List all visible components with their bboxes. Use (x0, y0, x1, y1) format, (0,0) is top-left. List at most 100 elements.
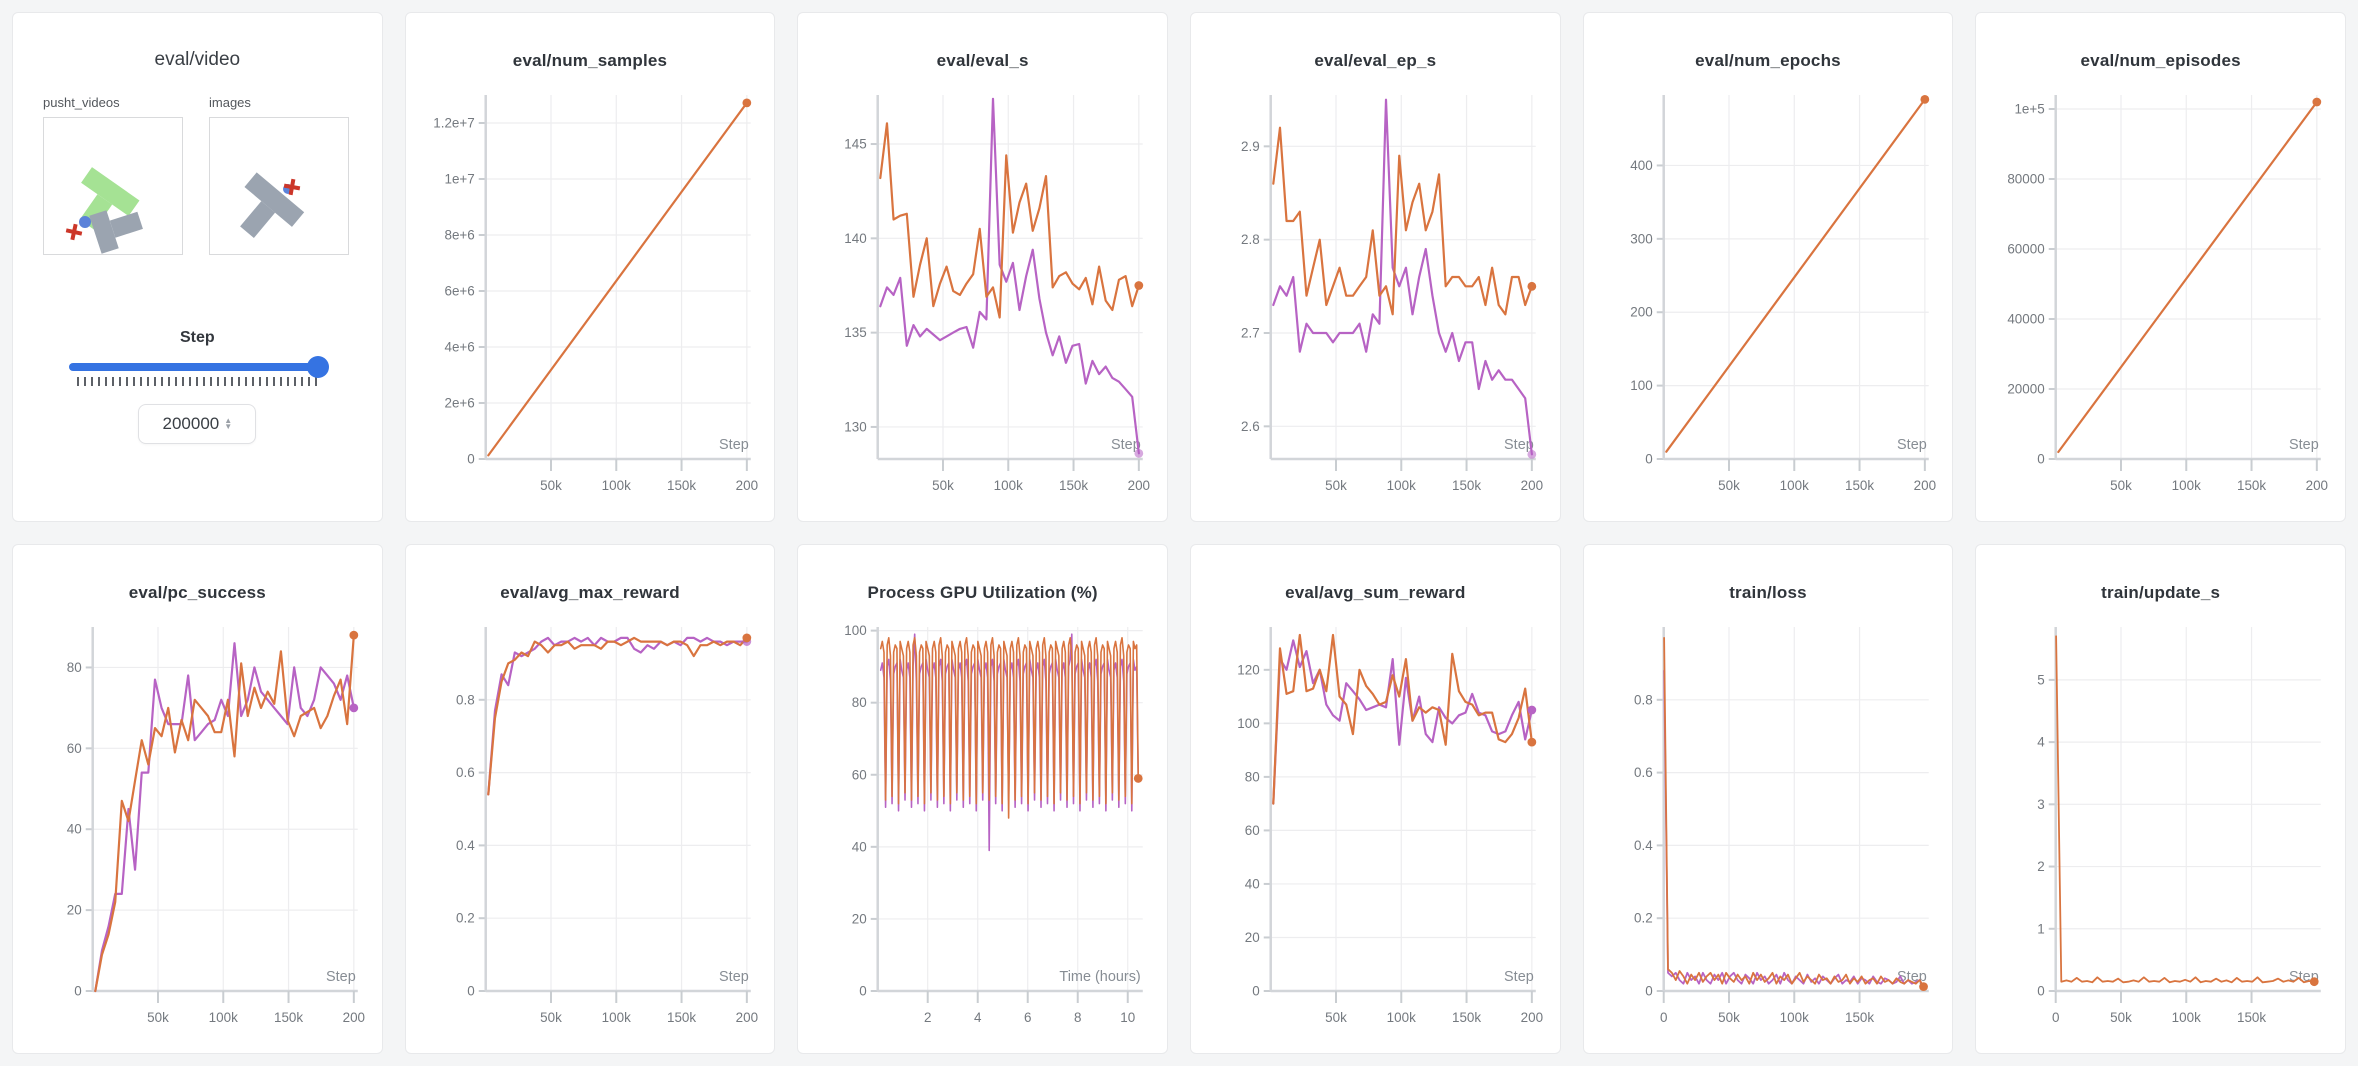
step-slider[interactable] (69, 356, 330, 378)
chart-eval-num-epochs[interactable]: 0 100 200 300 400 50k 100k 150k 200 Step (1584, 87, 1953, 505)
chart-gpu-utilization[interactable]: 0 20 40 60 80 100 2 4 6 8 10 Time (hours) (798, 619, 1167, 1037)
series-end-dot-orange (2310, 977, 2319, 987)
y-tick-label: 1e+7 (444, 171, 474, 186)
images-thumbnail[interactable] (209, 117, 349, 255)
series-line-orange (94, 634, 355, 993)
chart-eval-pc-success[interactable]: 0 20 40 60 80 50k 100k 150k 200 Step (13, 619, 382, 1037)
y-tick-label: 80 (852, 695, 867, 710)
y-tick-label: 0.4 (1634, 838, 1653, 853)
video-panel-title: eval/video (154, 49, 241, 70)
chart-title: eval/avg_max_reward (500, 583, 680, 602)
x-tick-label: 100k (2172, 478, 2201, 493)
y-tick-label: 2.6 (1241, 419, 1260, 434)
y-tick-label: 0 (74, 983, 81, 998)
y-tick-label: 40 (67, 822, 82, 837)
y-tick-label: 40 (1245, 876, 1260, 891)
series-end-dot-orange (1918, 982, 1928, 992)
x-tick-label: 200 (1128, 478, 1150, 493)
thumb-pusht-videos: pusht_videos (43, 95, 183, 255)
series-line-purple (1272, 639, 1533, 805)
step-slider-thumb[interactable] (307, 356, 330, 378)
pusht-video-thumbnail[interactable] (43, 117, 183, 255)
y-tick-label: 130 (845, 419, 867, 434)
x-tick-label: 4 (974, 1010, 982, 1025)
step-slider-label: Step (179, 329, 215, 346)
x-tick-label: 200 (1521, 1010, 1543, 1025)
x-axis-title: Step (1504, 437, 1534, 453)
x-tick-label: 150k (1452, 478, 1481, 493)
y-tick-label: 0 (1645, 451, 1652, 466)
target-cross-icon (65, 223, 83, 241)
x-axis-title: Time (hours) (1060, 969, 1141, 985)
panel-eval-avg-max-reward: eval/avg_max_reward 0 0.2 0.4 0.6 0.8 50k 100k… (404, 544, 776, 1054)
y-tick-label: 200 (1630, 305, 1652, 320)
chart-eval-avg-max-reward[interactable]: 0 0.2 0.4 0.6 0.8 50k 100k 150k 200 Step (406, 619, 775, 1037)
y-tick-label: 0 (467, 451, 474, 466)
x-tick-label: 150k (667, 1010, 696, 1025)
series-end-dot-orange (1527, 737, 1537, 747)
x-tick-label: 100k (601, 1010, 630, 1025)
chart-eval-avg-sum-reward[interactable]: 0 20 40 60 80 100 120 50k 100k 150k 200 Step (1191, 619, 1560, 1037)
x-axis-title: Step (719, 437, 749, 453)
y-tick-label: 400 (1630, 158, 1652, 173)
x-tick-label: 150k (274, 1010, 303, 1025)
series-line-orange (1272, 126, 1533, 316)
y-tick-label: 0 (1645, 983, 1652, 998)
spinner-down-icon[interactable]: ▼ (224, 422, 233, 431)
spinner-up-icon[interactable]: ▲ (224, 416, 233, 425)
y-tick-label: 40 (852, 839, 867, 854)
y-tick-label: 100 (1630, 378, 1652, 393)
x-tick-label: 50k (540, 1010, 562, 1025)
series-line-orange (486, 101, 748, 457)
y-tick-label: 2.9 (1241, 139, 1260, 154)
series-line-orange (2057, 100, 2319, 454)
y-tick-label: 3 (2038, 797, 2045, 812)
y-tick-label: 60 (1245, 823, 1260, 838)
y-tick-label: 20 (1245, 930, 1260, 945)
y-tick-label: 135 (845, 325, 867, 340)
y-tick-label: 40000 (2008, 311, 2045, 326)
chart-eval-eval-s[interactable]: 130 135 140 145 50k 100k 150k 200 Step (798, 87, 1167, 505)
x-tick-label: 100k (1387, 1010, 1416, 1025)
y-tick-label: 0.6 (456, 765, 475, 780)
step-slider-track[interactable] (69, 363, 326, 371)
chart-eval-num-episodes[interactable]: 0 20000 40000 60000 80000 1e+5 50k 100k 150k 200 S… (1976, 87, 2345, 505)
y-tick-label: 2.7 (1241, 325, 1260, 340)
y-tick-label: 0.8 (456, 692, 475, 707)
panel-train-loss: train/loss 0 0.2 0.4 0.6 0.8 0 50k 100k 150k Step (1582, 544, 1954, 1054)
x-axis-title: Step (1504, 969, 1534, 985)
step-value[interactable]: 200000 (162, 414, 220, 433)
agent-dot (79, 216, 91, 228)
series-line-purple (486, 636, 748, 796)
chart-eval-eval-ep-s[interactable]: 2.6 2.7 2.8 2.9 50k 100k 150k 200 Step (1191, 87, 1560, 505)
thumb-label-pusht-videos: pusht_videos (43, 95, 120, 110)
x-tick-label: 200 (343, 1010, 365, 1025)
target-cross-icon (283, 178, 301, 196)
chart-title: train/update_s (2101, 583, 2221, 602)
y-tick-label: 145 (845, 137, 867, 152)
series-end-dot-orange (1527, 281, 1537, 291)
series-line-orange (880, 636, 1140, 819)
series-line-orange (1664, 98, 1926, 453)
chart-title: eval/num_episodes (2080, 51, 2241, 70)
series-end-dot-orange (2312, 97, 2322, 107)
chart-eval-num-samples[interactable]: 0 2e+6 4e+6 6e+6 8e+6 1e+7 1.2e+7 50k 100k 150k 20… (406, 87, 775, 505)
x-axis-title: Step (1111, 437, 1141, 453)
y-tick-label: 4 (2038, 735, 2046, 750)
step-number-input[interactable]: 200000 ▲ ▼ (138, 404, 257, 444)
step-spinner: ▲ ▼ (224, 416, 233, 431)
panel-eval-video: eval/video pusht_videos (12, 12, 383, 522)
step-slider-ruler (77, 377, 318, 386)
x-tick-label: 8 (1074, 1010, 1081, 1025)
x-tick-label: 50k (1718, 478, 1740, 493)
y-tick-label: 80 (67, 660, 82, 675)
y-tick-label: 4e+6 (444, 339, 474, 354)
thumb-images: images (209, 95, 349, 255)
x-tick-label: 150k (1452, 1010, 1481, 1025)
chart-title: eval/eval_ep_s (1314, 51, 1437, 70)
x-tick-label: 0 (1660, 1010, 1667, 1025)
x-tick-label: 50k (2110, 1010, 2132, 1025)
